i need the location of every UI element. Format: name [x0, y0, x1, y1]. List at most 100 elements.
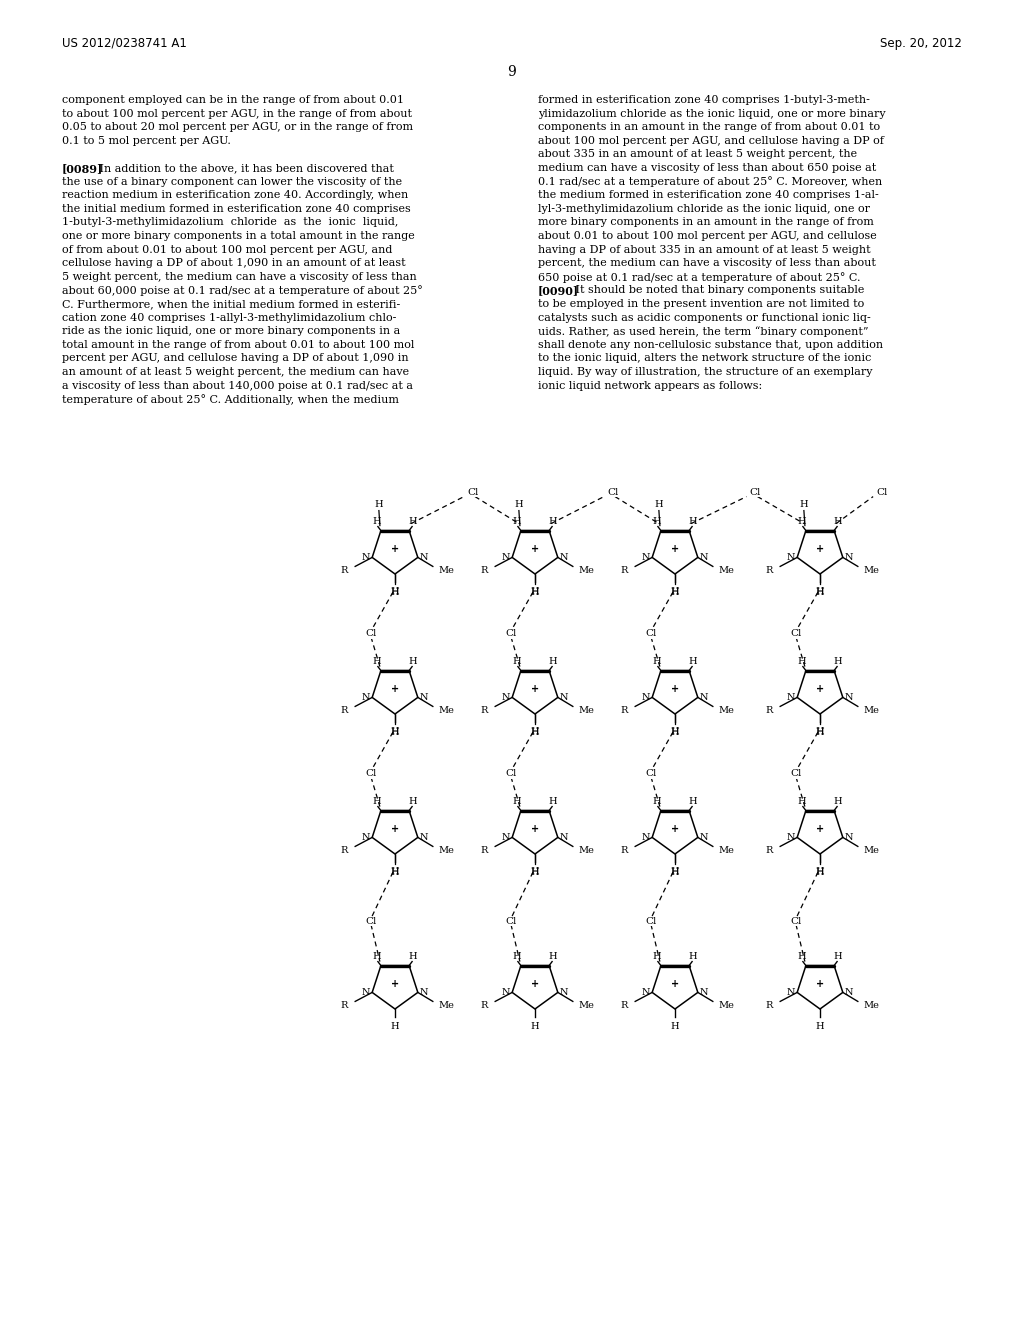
Text: Cl: Cl — [505, 630, 516, 639]
Polygon shape — [652, 966, 697, 1008]
Text: H: H — [375, 499, 383, 508]
Text: ride as the ionic liquid, one or more binary components in a: ride as the ionic liquid, one or more bi… — [62, 326, 400, 337]
Text: H: H — [816, 1022, 824, 1031]
Text: N: N — [699, 553, 709, 562]
Text: R: R — [621, 566, 628, 576]
Text: N: N — [361, 833, 370, 842]
Text: H: H — [391, 869, 399, 876]
Text: N: N — [786, 987, 796, 997]
Text: H: H — [391, 1022, 399, 1031]
Text: Cl: Cl — [505, 770, 516, 779]
Text: H: H — [798, 516, 806, 525]
Text: R: R — [621, 706, 628, 715]
Text: +: + — [816, 824, 824, 834]
Text: N: N — [361, 693, 370, 702]
Text: Me: Me — [579, 846, 595, 855]
Text: H: H — [671, 727, 679, 737]
Text: H: H — [671, 729, 679, 737]
Text: 650 poise at 0.1 rad/sec at a temperature of about 25° C.: 650 poise at 0.1 rad/sec at a temperatur… — [538, 272, 860, 282]
Text: cellulose having a DP of about 1,090 in an amount of at least: cellulose having a DP of about 1,090 in … — [62, 259, 406, 268]
Text: +: + — [530, 684, 539, 694]
Text: N: N — [420, 553, 428, 562]
Text: total amount in the range of from about 0.01 to about 100 mol: total amount in the range of from about … — [62, 339, 415, 350]
Text: H: H — [816, 729, 824, 737]
Text: H: H — [834, 656, 843, 665]
Text: Me: Me — [864, 566, 880, 576]
Text: H: H — [530, 587, 540, 597]
Polygon shape — [512, 531, 558, 574]
Text: 9: 9 — [508, 65, 516, 79]
Text: H: H — [373, 796, 381, 805]
Text: +: + — [671, 824, 679, 834]
Text: N: N — [361, 987, 370, 997]
Text: N: N — [845, 833, 853, 842]
Text: R: R — [481, 846, 488, 855]
Polygon shape — [797, 531, 843, 574]
Polygon shape — [797, 810, 843, 854]
Text: N: N — [420, 833, 428, 842]
Text: H: H — [530, 729, 540, 737]
Text: percent, the medium can have a viscosity of less than about: percent, the medium can have a viscosity… — [538, 259, 876, 268]
Text: H: H — [816, 587, 824, 597]
Text: Me: Me — [719, 706, 734, 715]
Text: H: H — [515, 499, 523, 508]
Text: N: N — [699, 693, 709, 702]
Text: H: H — [816, 727, 824, 737]
Text: N: N — [560, 987, 568, 997]
Text: Cl: Cl — [645, 630, 656, 639]
Polygon shape — [797, 966, 843, 1008]
Text: Me: Me — [579, 706, 595, 715]
Text: H: H — [689, 516, 697, 525]
Text: N: N — [642, 553, 650, 562]
Text: H: H — [652, 516, 662, 525]
Text: R: R — [341, 566, 348, 576]
Text: +: + — [391, 979, 399, 989]
Text: [0090]: [0090] — [538, 285, 580, 297]
Polygon shape — [372, 671, 418, 714]
Text: +: + — [391, 544, 399, 554]
Text: N: N — [420, 987, 428, 997]
Text: H: H — [798, 656, 806, 665]
Text: Me: Me — [439, 706, 455, 715]
Polygon shape — [512, 966, 558, 1008]
Text: N: N — [642, 693, 650, 702]
Text: 5 weight percent, the medium can have a viscosity of less than: 5 weight percent, the medium can have a … — [62, 272, 417, 281]
Text: N: N — [786, 833, 796, 842]
Text: H: H — [373, 656, 381, 665]
Text: N: N — [699, 987, 709, 997]
Text: Cl: Cl — [790, 917, 802, 927]
Text: component employed can be in the range of from about 0.01: component employed can be in the range o… — [62, 95, 404, 106]
Text: Cl: Cl — [467, 488, 478, 498]
Polygon shape — [372, 966, 418, 1008]
Text: [0089]: [0089] — [62, 162, 103, 174]
Text: R: R — [341, 706, 348, 715]
Polygon shape — [512, 671, 558, 714]
Text: Me: Me — [719, 1001, 734, 1010]
Text: formed in esterification zone 40 comprises 1-butyl-3-meth-: formed in esterification zone 40 compris… — [538, 95, 869, 106]
Text: N: N — [361, 553, 370, 562]
Text: N: N — [502, 987, 510, 997]
Text: R: R — [766, 566, 773, 576]
Text: components in an amount in the range of from about 0.01 to: components in an amount in the range of … — [538, 123, 880, 132]
Text: H: H — [689, 796, 697, 805]
Text: Me: Me — [864, 1001, 880, 1010]
Text: Cl: Cl — [790, 770, 802, 779]
Text: Cl: Cl — [645, 917, 656, 927]
Text: H: H — [834, 952, 843, 961]
Text: Me: Me — [719, 566, 734, 576]
Polygon shape — [372, 531, 418, 574]
Text: H: H — [798, 952, 806, 961]
Text: R: R — [481, 1001, 488, 1010]
Text: H: H — [549, 952, 557, 961]
Text: 0.05 to about 20 mol percent per AGU, or in the range of from: 0.05 to about 20 mol percent per AGU, or… — [62, 123, 413, 132]
Text: Me: Me — [439, 846, 455, 855]
Text: Cl: Cl — [877, 488, 888, 498]
Text: C. Furthermore, when the initial medium formed in esterifi-: C. Furthermore, when the initial medium … — [62, 300, 400, 309]
Text: +: + — [530, 824, 539, 834]
Text: H: H — [834, 796, 843, 805]
Polygon shape — [512, 810, 558, 854]
Text: of from about 0.01 to about 100 mol percent per AGU, and: of from about 0.01 to about 100 mol perc… — [62, 244, 392, 255]
Text: H: H — [530, 1022, 540, 1031]
Text: medium can have a viscosity of less than about 650 poise at: medium can have a viscosity of less than… — [538, 162, 877, 173]
Text: catalysts such as acidic components or functional ionic liq-: catalysts such as acidic components or f… — [538, 313, 870, 322]
